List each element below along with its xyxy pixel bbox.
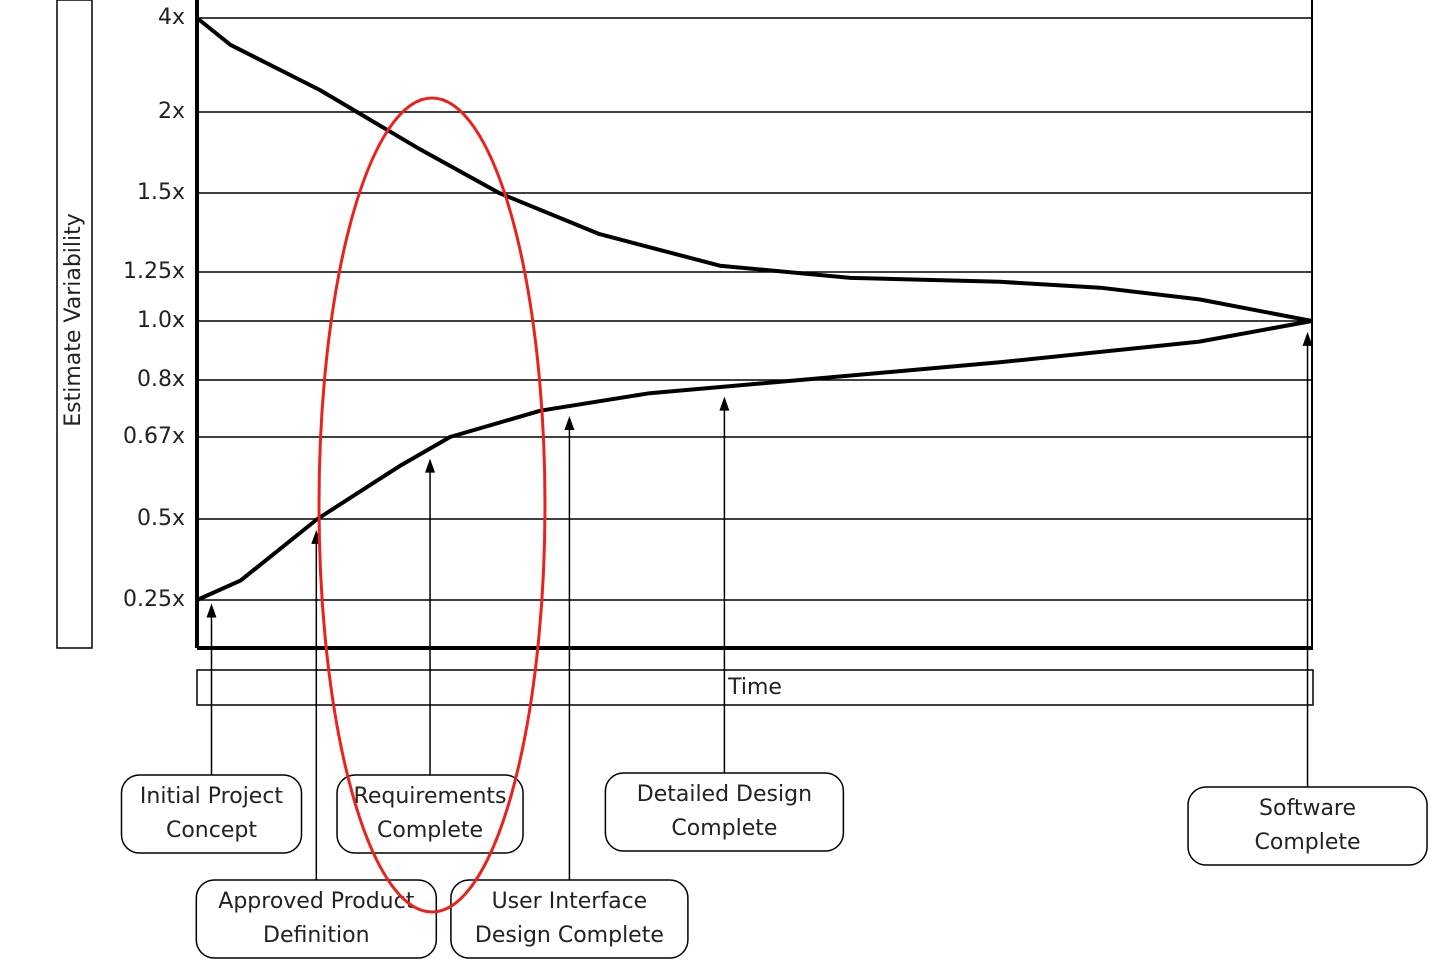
milestone-box xyxy=(450,879,689,959)
y-tick-label: 4x xyxy=(158,5,185,30)
milestone-label: Design Complete xyxy=(475,923,664,948)
y-tick-label: 0.5x xyxy=(137,506,185,531)
arrow-head xyxy=(425,458,436,473)
milestone-label: Initial Project xyxy=(140,784,284,809)
y-tick-label: 1.5x xyxy=(137,180,185,205)
curve xyxy=(195,16,1313,323)
x-axis-label: Time xyxy=(727,675,782,700)
arrow-head xyxy=(206,603,217,618)
y-tick-label: 1.25x xyxy=(123,259,185,284)
x-label-box xyxy=(196,669,1314,706)
milestone-label: Complete xyxy=(671,816,777,841)
arrow-head xyxy=(1302,331,1313,346)
curve xyxy=(196,319,1313,602)
milestone-box xyxy=(120,774,303,854)
highlight-ellipse xyxy=(317,96,547,914)
arrow-head xyxy=(719,396,730,411)
milestone-label: Complete xyxy=(1255,830,1361,855)
y-axis-label: Estimate Variability xyxy=(61,213,86,427)
milestone-label: Complete xyxy=(377,818,483,843)
milestone-box xyxy=(336,774,524,854)
milestone-label: User Interface xyxy=(492,889,648,914)
milestone-box xyxy=(604,772,845,852)
y-tick-label: 0.25x xyxy=(123,587,185,612)
milestone-box xyxy=(1187,786,1428,866)
milestone-label: Definition xyxy=(263,923,370,948)
arrow-head xyxy=(564,416,575,431)
y-tick-label: 2x xyxy=(158,99,185,124)
milestone-label: Concept xyxy=(166,818,257,843)
milestone-box xyxy=(195,879,438,959)
y-label-box xyxy=(56,0,93,649)
milestone-label: Detailed Design xyxy=(637,782,812,807)
milestone-label: Software xyxy=(1259,796,1356,821)
y-tick-label: 0.67x xyxy=(123,424,185,449)
milestone-label: Approved Product xyxy=(218,889,414,914)
milestone-label: Requirements xyxy=(354,784,507,809)
y-tick-label: 0.8x xyxy=(137,367,185,392)
y-tick-label: 1.0x xyxy=(137,308,185,333)
